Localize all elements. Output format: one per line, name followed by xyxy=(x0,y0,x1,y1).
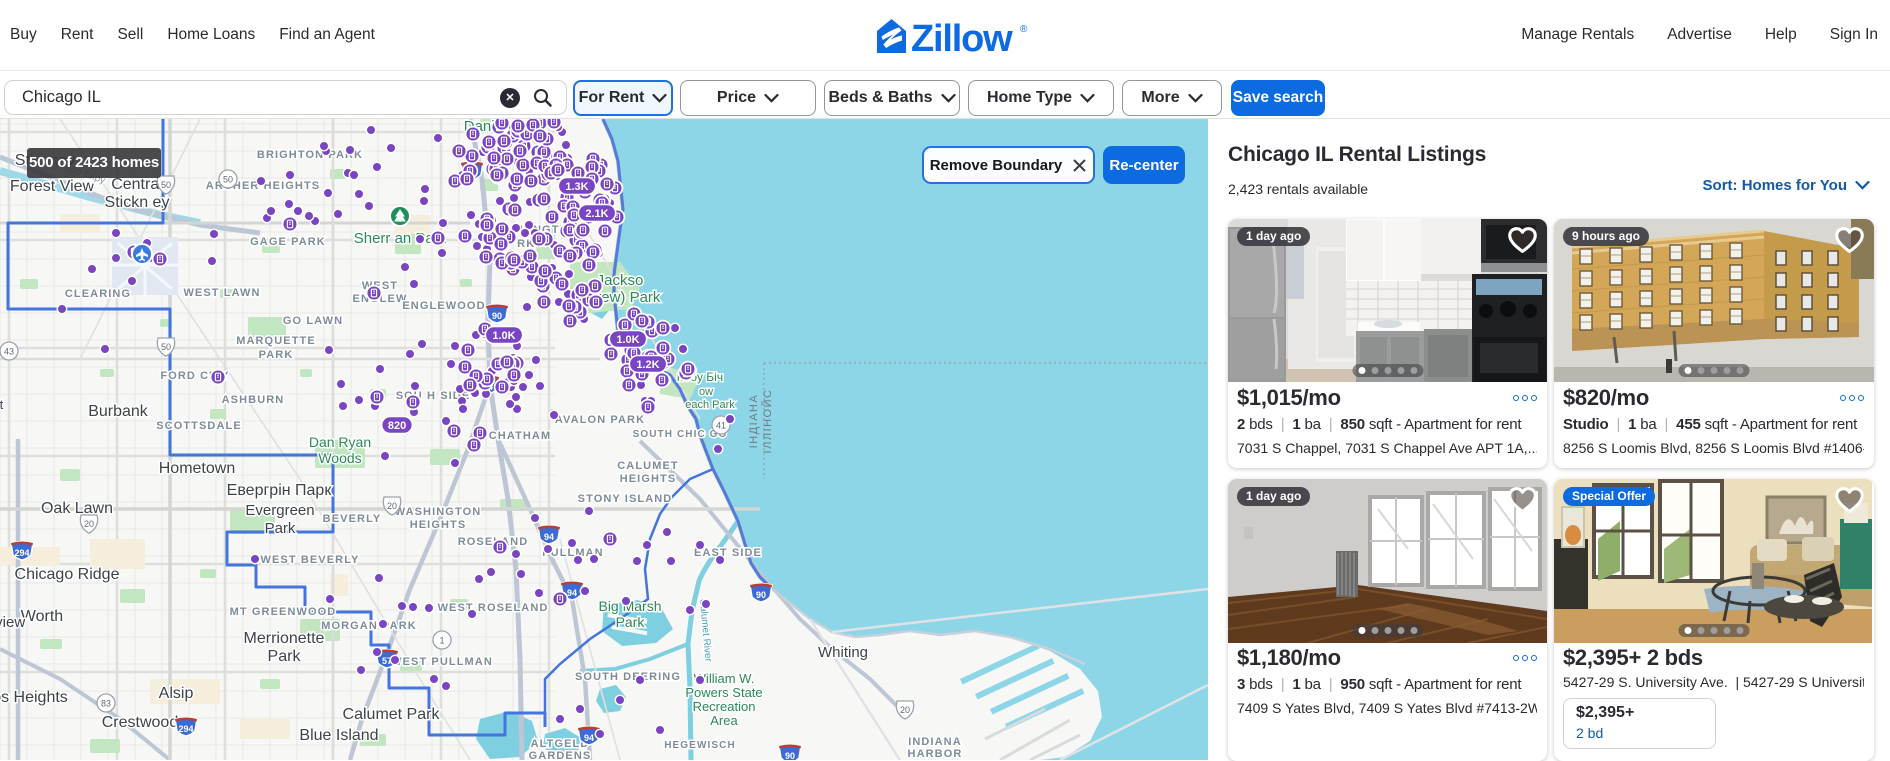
svg-text:EAST SIDE: EAST SIDE xyxy=(694,547,762,559)
svg-text:SOUTH CHIC GO: SOUTH CHIC GO xyxy=(633,429,728,440)
svg-text:94: 94 xyxy=(584,733,594,743)
svg-text:Calumet Park: Calumet Park xyxy=(343,706,441,723)
svg-text:Alsip: Alsip xyxy=(159,685,194,702)
svg-text:Merrionette: Merrionette xyxy=(244,630,325,647)
svg-text:Evergreen: Evergreen xyxy=(245,502,314,519)
svg-text:43: 43 xyxy=(4,347,14,357)
svg-text:PARK: PARK xyxy=(259,349,294,361)
svg-text:50: 50 xyxy=(161,342,171,352)
svg-text:50: 50 xyxy=(161,180,171,190)
svg-text:Powers State: Powers State xyxy=(685,685,762,700)
svg-text:INDIANA: INDIANA xyxy=(908,736,962,748)
svg-text:41: 41 xyxy=(716,421,726,431)
svg-text:MT GREENWOOD: MT GREENWOOD xyxy=(230,606,337,618)
svg-text:BRIGHTON PARK: BRIGHTON PARK xyxy=(257,149,363,161)
svg-text:WEST PULLMAN: WEST PULLMAN xyxy=(391,656,493,668)
svg-text:90: 90 xyxy=(492,311,502,321)
svg-text:WASHINGTON: WASHINGTON xyxy=(395,506,482,518)
svg-text:AVALON PARK: AVALON PARK xyxy=(555,414,645,426)
svg-text:CALUMET: CALUMET xyxy=(617,460,678,472)
svg-text:50: 50 xyxy=(223,175,233,185)
svg-text:ENGLEWOOD: ENGLEWOOD xyxy=(402,300,485,312)
svg-text:ASHBURN: ASHBURN xyxy=(222,394,285,406)
svg-text:WEST BEVERLY: WEST BEVERLY xyxy=(261,554,360,566)
svg-text:Jackso: Jackso xyxy=(597,272,644,289)
svg-text:1.0K: 1.0K xyxy=(492,330,515,342)
svg-text:Burbank: Burbank xyxy=(88,403,149,420)
svg-text:ow: ow xyxy=(699,386,713,398)
svg-text:90: 90 xyxy=(785,751,795,760)
svg-text:PULLMAN: PULLMAN xyxy=(542,547,603,559)
svg-text:83: 83 xyxy=(101,699,111,709)
svg-text:Whiting: Whiting xyxy=(818,644,868,661)
svg-text:Central: Central xyxy=(111,176,163,193)
svg-text:294: 294 xyxy=(178,724,193,734)
svg-text:os Heights: os Heights xyxy=(0,689,68,706)
svg-text:94: 94 xyxy=(544,532,554,542)
svg-text:Oak Lawn: Oak Lawn xyxy=(41,500,113,517)
svg-text:Hometown: Hometown xyxy=(159,460,235,477)
svg-text:Park: Park xyxy=(268,648,302,665)
svg-text:CHATHAM: CHATHAM xyxy=(489,430,552,442)
svg-text:Forest View: Forest View xyxy=(10,178,95,195)
svg-text:MORGAN PARK: MORGAN PARK xyxy=(321,620,417,632)
svg-text:each Park: each Park xyxy=(685,399,735,411)
svg-text:VILLE: VILLE xyxy=(232,119,269,122)
svg-text:®: ® xyxy=(1020,24,1028,35)
svg-text:CLEARING: CLEARING xyxy=(65,288,131,300)
svg-text:ALTGELD: ALTGELD xyxy=(531,738,590,750)
svg-text:Big Marsh: Big Marsh xyxy=(598,598,661,614)
svg-text:it: it xyxy=(0,397,4,412)
svg-text:ІНДІАНА: ІНДІАНА xyxy=(748,394,760,449)
svg-text:eview: eview xyxy=(0,614,25,631)
svg-text:GARDENS: GARDENS xyxy=(529,750,592,760)
svg-text:HEIGHTS: HEIGHTS xyxy=(410,519,467,531)
svg-text:Blue Island: Blue Island xyxy=(299,727,378,744)
svg-text:1: 1 xyxy=(439,636,444,646)
svg-text:SCOTTSDALE: SCOTTSDALE xyxy=(156,420,242,432)
svg-text:WEST LAWN: WEST LAWN xyxy=(183,287,260,299)
svg-text:Park: Park xyxy=(265,520,296,537)
svg-text:HEIGHTS: HEIGHTS xyxy=(620,473,677,485)
svg-text:ROSELAND: ROSELAND xyxy=(458,536,529,548)
svg-text:1.0K: 1.0K xyxy=(616,334,639,346)
svg-text:90: 90 xyxy=(756,590,766,600)
svg-text:William W.: William W. xyxy=(694,671,755,686)
svg-text:MARQUETTE: MARQUETTE xyxy=(236,335,316,347)
svg-text:57: 57 xyxy=(382,656,392,666)
svg-text:820: 820 xyxy=(388,420,406,432)
svg-text:94: 94 xyxy=(567,588,577,598)
svg-text:Zillow: Zillow xyxy=(911,19,1013,53)
svg-text:Park: Park xyxy=(616,614,646,630)
svg-text:GAGE PARK: GAGE PARK xyxy=(250,236,326,248)
svg-text:2.1K: 2.1K xyxy=(585,208,608,220)
svg-text:Woods: Woods xyxy=(318,450,361,466)
svg-text:GO LAWN: GO LAWN xyxy=(283,315,343,327)
svg-text:STONY ISLAND: STONY ISLAND xyxy=(578,493,673,505)
svg-text:1.3K: 1.3K xyxy=(565,181,588,193)
svg-text:20: 20 xyxy=(387,501,397,511)
svg-text:Dan Ryan: Dan Ryan xyxy=(309,434,371,450)
svg-text:HARBOR: HARBOR xyxy=(908,748,963,760)
svg-text:20: 20 xyxy=(900,705,910,715)
svg-text:Stickn ey: Stickn ey xyxy=(105,194,170,211)
svg-text:294: 294 xyxy=(14,548,29,558)
svg-text:Евергрін Парк: Евергрін Парк xyxy=(227,482,333,499)
svg-text:BEVERLY: BEVERLY xyxy=(323,513,382,525)
svg-text:WEST ROSELAND: WEST ROSELAND xyxy=(438,602,549,614)
svg-text:HEGEWISCH: HEGEWISCH xyxy=(664,740,736,751)
svg-text:Chicago Ridge: Chicago Ridge xyxy=(15,566,120,583)
svg-text:Recreation: Recreation xyxy=(693,699,756,714)
svg-text:20: 20 xyxy=(84,519,94,529)
svg-text:Worth: Worth xyxy=(21,608,63,625)
svg-text:Area: Area xyxy=(710,713,738,728)
svg-text:1.2K: 1.2K xyxy=(636,359,659,371)
svg-text:ІЛЛІНОЙС: ІЛЛІНОЙС xyxy=(761,389,774,454)
svg-text:Crestwood: Crestwood xyxy=(102,714,178,731)
svg-text:SOUTH DEERING: SOUTH DEERING xyxy=(575,671,681,683)
